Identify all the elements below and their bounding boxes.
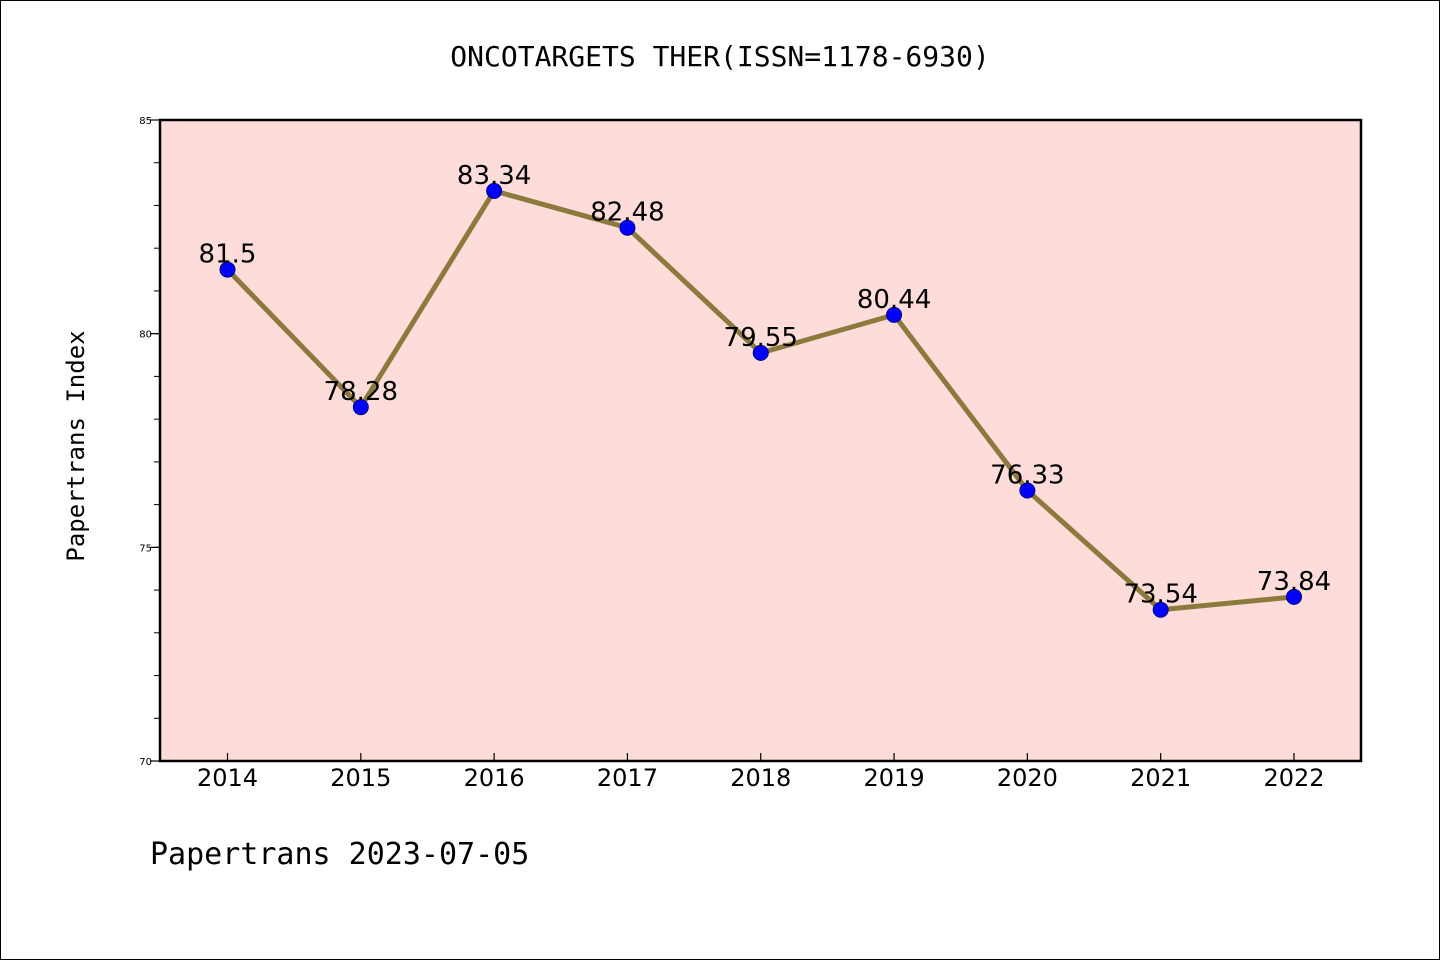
data-point (352, 399, 369, 416)
data-label: 76.33 (990, 460, 1064, 490)
plot-border (158, 118, 1363, 763)
data-point (752, 344, 769, 361)
x-axis-ticks: 2014 2015 2016 2017 2018 2019 2020 2021 2022 (197, 753, 1325, 792)
data-label: 73.84 (1257, 567, 1331, 597)
y-axis-ticks: 70 75 80 85 (139, 116, 160, 768)
data-label: 82.48 (590, 198, 664, 228)
x-tick-label: 2019 (864, 764, 925, 792)
data-label: 83.34 (457, 161, 531, 191)
y-tick-label: 80 (139, 330, 152, 341)
data-point (486, 182, 503, 199)
data-point (1286, 588, 1302, 605)
data-point (219, 261, 236, 278)
y-tick-label: 75 (139, 543, 152, 554)
x-tick-label: 2020 (997, 764, 1058, 792)
data-point (619, 219, 636, 236)
data-label: 79.55 (724, 323, 798, 353)
data-point (886, 306, 903, 323)
y-tick-label: 85 (139, 116, 152, 127)
data-point (1019, 482, 1036, 499)
plot-area (160, 120, 1361, 761)
x-tick-label: 2016 (464, 764, 525, 792)
y-axis-label: Papertrans Index (62, 330, 90, 561)
data-labels: 81.5 78.28 83.34 82.48 79.55 80.44 76.33 73.54 7… (199, 161, 1332, 610)
data-label: 73.54 (1123, 580, 1197, 610)
x-tick-label: 2021 (1130, 764, 1191, 792)
x-tick-label: 2015 (330, 764, 391, 792)
x-tick-label: 2014 (197, 764, 258, 792)
x-tick-label: 2017 (597, 764, 658, 792)
x-tick-label: 2018 (730, 764, 791, 792)
x-tick-label: 2022 (1263, 764, 1324, 792)
y-tick-label: 70 (139, 757, 152, 768)
data-points (219, 182, 1302, 618)
footer-note: Papertrans 2023-07-05 (150, 837, 529, 872)
chart-title: ONCOTARGETS THER(ISSN=1178-6930) (450, 40, 989, 73)
data-point (1152, 601, 1169, 618)
data-label: 80.44 (857, 285, 931, 315)
data-label: 78.28 (324, 377, 398, 407)
data-label: 81.5 (199, 240, 257, 270)
